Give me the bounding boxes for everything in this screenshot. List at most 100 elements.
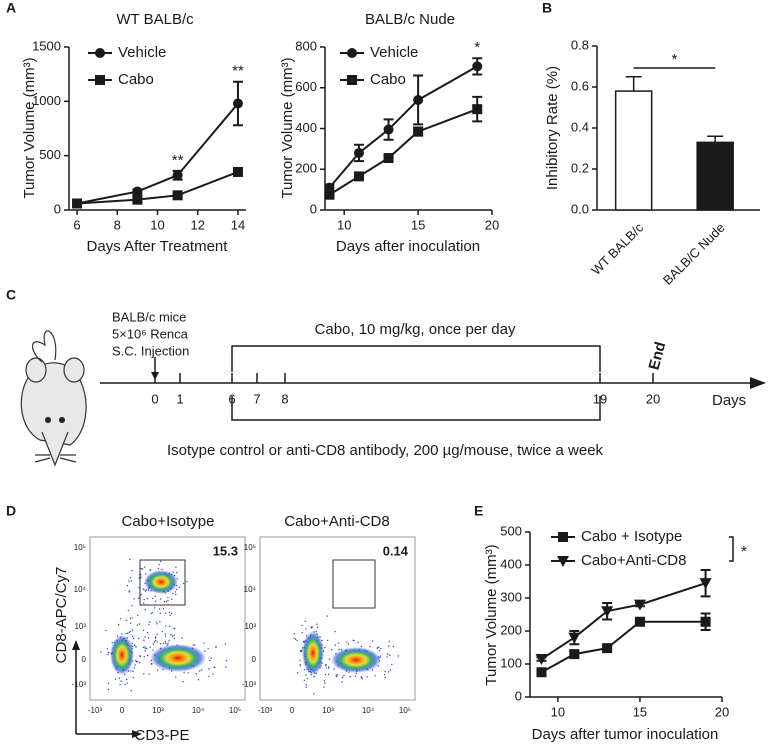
marker [699, 578, 712, 590]
y-axis-label: Tumor Volume (mm³) [279, 57, 296, 198]
event-dot [167, 599, 169, 602]
event-dot [164, 640, 167, 643]
x-axis-label: Days after inoculation [336, 238, 480, 255]
event-dot [106, 648, 109, 650]
arrow-head [132, 730, 142, 738]
event-dot [210, 657, 212, 659]
event-dot [225, 666, 227, 668]
event-dot [207, 648, 209, 650]
marker [601, 606, 614, 618]
event-dot [154, 595, 156, 598]
event-dot [324, 673, 327, 676]
event-dot [145, 589, 148, 591]
marker [536, 667, 547, 678]
y-tick-label: 0.4 [571, 119, 589, 134]
x-tick-label: 14 [231, 217, 245, 232]
event-dot [125, 633, 127, 635]
event-dot [163, 600, 166, 603]
y-tick-label: 10⁴ [244, 585, 257, 594]
panel-label: E [474, 503, 483, 519]
marker [95, 75, 105, 85]
event-dot [158, 563, 160, 566]
event-dot [360, 645, 363, 648]
y-axis-label: Inhibitory Rate (%) [544, 66, 561, 190]
density-blob [331, 647, 381, 673]
marker [535, 654, 548, 666]
event-dot [154, 607, 156, 609]
marker [634, 616, 645, 627]
event-dot [135, 646, 137, 648]
gate-value: 0.14 [383, 543, 409, 558]
event-dot [173, 634, 175, 636]
event-dot [107, 653, 109, 656]
event-dot [128, 590, 130, 592]
event-dot [141, 568, 144, 570]
y-tick-label: 0 [310, 201, 317, 216]
event-dot [378, 649, 381, 652]
marker [347, 48, 357, 58]
significance: * [672, 51, 678, 68]
event-dot [126, 585, 129, 587]
marker [700, 616, 711, 627]
x-tick-label: BALB/C Nude [660, 220, 728, 288]
event-dot [162, 608, 165, 610]
event-dot [334, 644, 337, 646]
event-dot [316, 626, 319, 629]
event-dot [127, 632, 129, 634]
event-dot [131, 605, 133, 607]
marker [72, 198, 83, 209]
legend-label: Vehicle [370, 44, 418, 61]
plot-frame [259, 536, 416, 701]
event-dot [334, 631, 336, 633]
marker [324, 189, 335, 200]
event-dot [161, 630, 164, 633]
event-dot [165, 601, 168, 603]
x-tick-label: 12 [190, 217, 204, 232]
event-dot [183, 671, 185, 674]
event-dot [159, 598, 162, 600]
event-dot [372, 640, 374, 642]
event-dot [323, 686, 325, 688]
event-dot [352, 639, 354, 641]
event-dot [138, 637, 140, 640]
event-dot [120, 618, 122, 620]
event-dot [138, 623, 141, 625]
error-bar [625, 76, 642, 92]
y-tick-label: 0 [82, 655, 87, 664]
event-dot [132, 670, 134, 672]
day-label: 7 [253, 391, 260, 406]
event-dot [149, 646, 151, 648]
antibody: Isotype control or anti-CD8 antibody, 20… [167, 442, 604, 459]
day-label: 20 [646, 391, 660, 406]
event-dot [224, 643, 227, 645]
y-tick-label: 0.8 [571, 37, 589, 52]
event-dot [120, 680, 122, 682]
x-tick-label: 10³ [152, 706, 164, 715]
event-dot [142, 629, 145, 631]
marker [413, 126, 424, 137]
marker [232, 98, 243, 109]
x-axis-label: Days after tumor inoculation [532, 726, 719, 743]
event-dot [132, 676, 134, 679]
event-dot [386, 653, 389, 655]
event-dot [172, 592, 174, 595]
legend-bracket [729, 536, 734, 562]
event-dot [150, 613, 152, 615]
event-dot [377, 647, 379, 649]
event-dot [305, 686, 307, 688]
marker [172, 190, 183, 201]
event-dot [144, 650, 146, 652]
event-dot [388, 645, 390, 647]
event-dot [148, 623, 150, 626]
event-dot [165, 642, 167, 644]
significance: ** [232, 63, 244, 80]
event-dot [149, 621, 151, 623]
event-dot [142, 588, 144, 590]
event-dot [325, 667, 327, 669]
event-dot [129, 577, 132, 579]
panel-label: A [6, 0, 16, 16]
event-dot [138, 587, 140, 589]
event-dot [316, 623, 318, 625]
y-tick-label: 0 [515, 688, 522, 703]
event-dot [204, 650, 206, 652]
